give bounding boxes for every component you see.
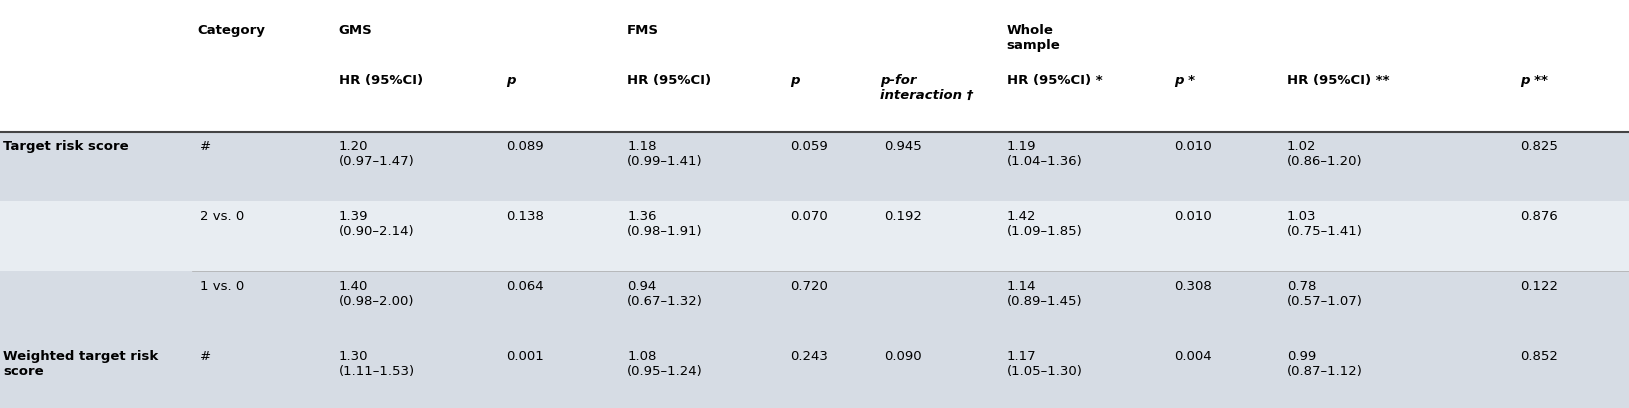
Text: Target risk score: Target risk score bbox=[3, 140, 129, 153]
Text: #: # bbox=[200, 140, 212, 153]
Text: 0.99
(0.87–1.12): 0.99 (0.87–1.12) bbox=[1287, 350, 1363, 377]
Text: Category: Category bbox=[197, 24, 266, 37]
Text: 0.010: 0.010 bbox=[1175, 210, 1212, 223]
Text: 0.308: 0.308 bbox=[1175, 280, 1212, 293]
Text: 0.059: 0.059 bbox=[790, 140, 828, 153]
Text: 0.78
(0.57–1.07): 0.78 (0.57–1.07) bbox=[1287, 280, 1363, 308]
Text: 0.010: 0.010 bbox=[1175, 140, 1212, 153]
Bar bbox=[0, 131, 1629, 201]
Text: 0.852: 0.852 bbox=[1520, 350, 1557, 363]
Text: 2 vs. 0: 2 vs. 0 bbox=[200, 210, 244, 223]
Text: p-for
interaction †: p-for interaction † bbox=[880, 74, 973, 102]
Bar bbox=[0, 201, 1629, 271]
Text: 1.40
(0.98–2.00): 1.40 (0.98–2.00) bbox=[339, 280, 414, 308]
Text: 1.14
(0.89–1.45): 1.14 (0.89–1.45) bbox=[1007, 280, 1082, 308]
Text: HR (95%CI): HR (95%CI) bbox=[339, 74, 424, 87]
Text: p: p bbox=[790, 74, 800, 87]
Text: 1.19
(1.04–1.36): 1.19 (1.04–1.36) bbox=[1007, 140, 1083, 168]
Text: 1.08
(0.95–1.24): 1.08 (0.95–1.24) bbox=[627, 350, 704, 377]
Text: 1.02
(0.86–1.20): 1.02 (0.86–1.20) bbox=[1287, 140, 1362, 168]
Text: HR (95%CI) *: HR (95%CI) * bbox=[1007, 74, 1103, 87]
Text: Whole
sample: Whole sample bbox=[1007, 24, 1060, 52]
Text: p *: p * bbox=[1175, 74, 1196, 87]
Text: 0.192: 0.192 bbox=[885, 210, 922, 223]
Text: Weighted target risk
score: Weighted target risk score bbox=[3, 350, 158, 377]
Text: 0.720: 0.720 bbox=[790, 280, 828, 293]
Text: 1.17
(1.05–1.30): 1.17 (1.05–1.30) bbox=[1007, 350, 1083, 377]
Text: HR (95%CI): HR (95%CI) bbox=[627, 74, 712, 87]
Text: 0.004: 0.004 bbox=[1175, 350, 1212, 363]
Text: 1.36
(0.98–1.91): 1.36 (0.98–1.91) bbox=[627, 210, 702, 238]
Text: GMS: GMS bbox=[339, 24, 373, 37]
Bar bbox=[0, 12, 1629, 131]
Text: 0.94
(0.67–1.32): 0.94 (0.67–1.32) bbox=[627, 280, 704, 308]
Text: #: # bbox=[200, 350, 212, 363]
Bar bbox=[0, 271, 1629, 341]
Text: 0.090: 0.090 bbox=[885, 350, 922, 363]
Text: HR (95%CI) **: HR (95%CI) ** bbox=[1287, 74, 1390, 87]
Text: 1.39
(0.90–2.14): 1.39 (0.90–2.14) bbox=[339, 210, 414, 238]
Text: 0.825: 0.825 bbox=[1520, 140, 1557, 153]
Text: p **: p ** bbox=[1520, 74, 1548, 87]
Text: 1.30
(1.11–1.53): 1.30 (1.11–1.53) bbox=[339, 350, 415, 377]
Text: 0.089: 0.089 bbox=[507, 140, 544, 153]
Text: 0.138: 0.138 bbox=[507, 210, 544, 223]
Bar bbox=[0, 341, 1629, 408]
Text: 0.243: 0.243 bbox=[790, 350, 828, 363]
Text: 0.876: 0.876 bbox=[1520, 210, 1557, 223]
Text: 0.001: 0.001 bbox=[507, 350, 544, 363]
Text: 1 vs. 0: 1 vs. 0 bbox=[200, 280, 244, 293]
Text: 0.122: 0.122 bbox=[1520, 280, 1557, 293]
Text: 0.070: 0.070 bbox=[790, 210, 828, 223]
Text: 0.064: 0.064 bbox=[507, 280, 544, 293]
Text: 1.42
(1.09–1.85): 1.42 (1.09–1.85) bbox=[1007, 210, 1083, 238]
Text: 1.03
(0.75–1.41): 1.03 (0.75–1.41) bbox=[1287, 210, 1363, 238]
Text: 1.18
(0.99–1.41): 1.18 (0.99–1.41) bbox=[627, 140, 702, 168]
Text: p: p bbox=[507, 74, 516, 87]
Text: FMS: FMS bbox=[627, 24, 660, 37]
Text: 1.20
(0.97–1.47): 1.20 (0.97–1.47) bbox=[339, 140, 415, 168]
Text: 0.945: 0.945 bbox=[885, 140, 922, 153]
